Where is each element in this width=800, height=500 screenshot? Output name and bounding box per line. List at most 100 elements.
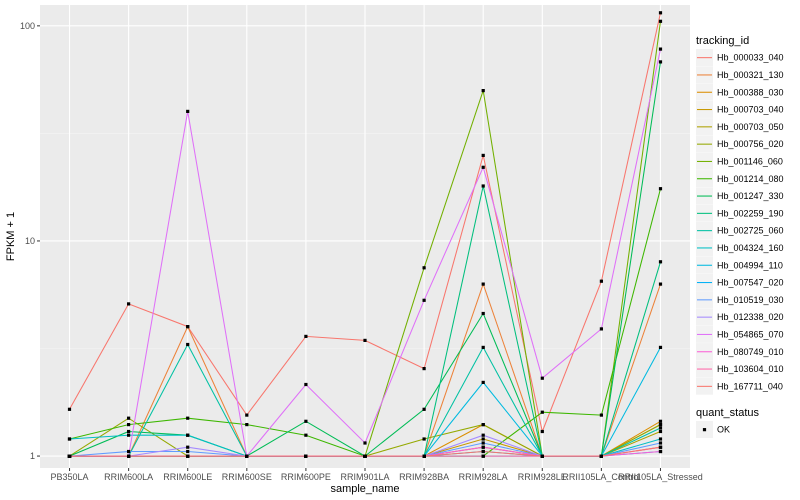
data-point (658, 282, 663, 286)
data-point (481, 441, 485, 445)
data-point (186, 445, 190, 449)
data-point (422, 407, 426, 411)
x-tick-label: PB350LA (51, 472, 89, 482)
legend-item-label: Hb_000321_130 (717, 70, 784, 80)
data-point (481, 449, 485, 454)
legend-item-label: Hb_000703_050 (717, 122, 784, 132)
data-point (540, 429, 544, 434)
data-point (658, 445, 663, 449)
data-point (481, 454, 485, 458)
legend-shape-items: OK (696, 421, 730, 438)
data-point (599, 413, 603, 417)
legend-item-label: Hb_000756_020 (717, 139, 784, 149)
data-point (304, 433, 308, 437)
data-point (245, 454, 249, 458)
x-tick-label: RRIM928LE (518, 472, 567, 482)
x-tick-label: RRII105LA_Control (562, 472, 640, 482)
data-point (658, 60, 663, 64)
legend-item-label: Hb_000388_030 (717, 87, 784, 97)
legend-item-label: Hb_010519_030 (717, 295, 784, 305)
data-point (304, 382, 308, 387)
x-axis-title: sample_name (330, 483, 399, 495)
data-point (186, 416, 190, 420)
data-point (363, 441, 367, 445)
legend-item-label: Hb_000703_040 (717, 105, 784, 115)
data-point (245, 413, 249, 417)
data-point (658, 419, 663, 423)
data-point (481, 153, 485, 157)
data-point (481, 380, 485, 384)
data-point (422, 437, 426, 441)
data-point (658, 19, 663, 23)
x-tick-label: RRIM928BA (399, 472, 449, 482)
legend-item-label: Hb_054865_070 (717, 329, 784, 339)
data-point (127, 416, 131, 420)
data-point (599, 279, 603, 283)
data-point (363, 338, 367, 342)
data-point (304, 334, 308, 338)
data-point (186, 449, 190, 454)
data-point (540, 454, 544, 458)
data-point (481, 184, 485, 188)
data-point (186, 109, 190, 113)
data-point (186, 454, 190, 458)
data-point (127, 433, 131, 437)
data-point (658, 437, 663, 441)
data-point (540, 376, 544, 380)
x-tick-label: RRII105LA_Stressed (618, 472, 703, 482)
data-point (422, 454, 426, 458)
data-point (127, 454, 131, 458)
y-tick-label: 1 (30, 451, 35, 461)
data-point (658, 345, 663, 349)
data-point (658, 426, 663, 430)
legend-item-label: Hb_167711_040 (717, 381, 783, 391)
data-point (599, 454, 603, 458)
y-axis-ticks: 1 10 100 (20, 21, 40, 461)
data-point (127, 302, 131, 306)
legend-item-label: Hb_000033_040 (717, 53, 784, 63)
data-point (127, 449, 131, 454)
data-point (127, 423, 131, 427)
legend-items: Hb_000033_040 Hb_000321_130 Hb_000388_030 H… (696, 49, 784, 395)
data-point (422, 298, 426, 302)
x-tick-label: RRIM928LA (459, 472, 508, 482)
data-point (363, 454, 367, 458)
legend-item-label: Hb_001146_060 (717, 156, 783, 166)
data-point (658, 260, 663, 264)
data-point (540, 410, 544, 414)
data-point (658, 47, 663, 51)
data-point (186, 342, 190, 347)
legend: tracking_id Hb_000033_040Hb_000321_130Hb… (696, 35, 784, 438)
y-tick-label: 10 (25, 236, 35, 246)
data-point (67, 407, 72, 411)
data-point (658, 441, 663, 445)
x-axis-ticks: PB350LA RRIM600LA RRIM600LE RRIM600SE RRIM60… (51, 468, 703, 482)
data-point (481, 282, 485, 286)
data-point (658, 429, 663, 434)
data-point (127, 429, 131, 434)
legend-item-label: Hb_004324_160 (717, 243, 784, 253)
data-point (481, 345, 485, 349)
data-point (481, 445, 485, 449)
data-point (481, 89, 485, 93)
data-point (658, 449, 663, 454)
legend-item-label: Hb_002259_190 (717, 208, 784, 218)
x-tick-label: RRIM600PE (281, 472, 331, 482)
legend-item-label: Hb_007547_020 (717, 278, 784, 288)
legend-item-label: Hb_001247_330 (717, 191, 784, 201)
data-point (304, 454, 308, 458)
data-point (481, 423, 485, 427)
data-point (481, 437, 485, 441)
data-point (422, 266, 426, 270)
data-point (422, 367, 426, 371)
legend-item-label: Hb_004994_110 (717, 260, 783, 270)
data-point (658, 11, 663, 15)
legend-item-label: Hb_002725_060 (717, 226, 784, 236)
legend-title-tracking-id: tracking_id (696, 35, 749, 47)
x-tick-label: RRIM901LA (340, 472, 389, 482)
x-tick-label: RRIM600LA (104, 472, 153, 482)
legend-item-label: Hb_080749_010 (717, 347, 784, 357)
y-axis-title: FPKM + 1 (5, 212, 17, 261)
legend-key-point (702, 428, 707, 432)
